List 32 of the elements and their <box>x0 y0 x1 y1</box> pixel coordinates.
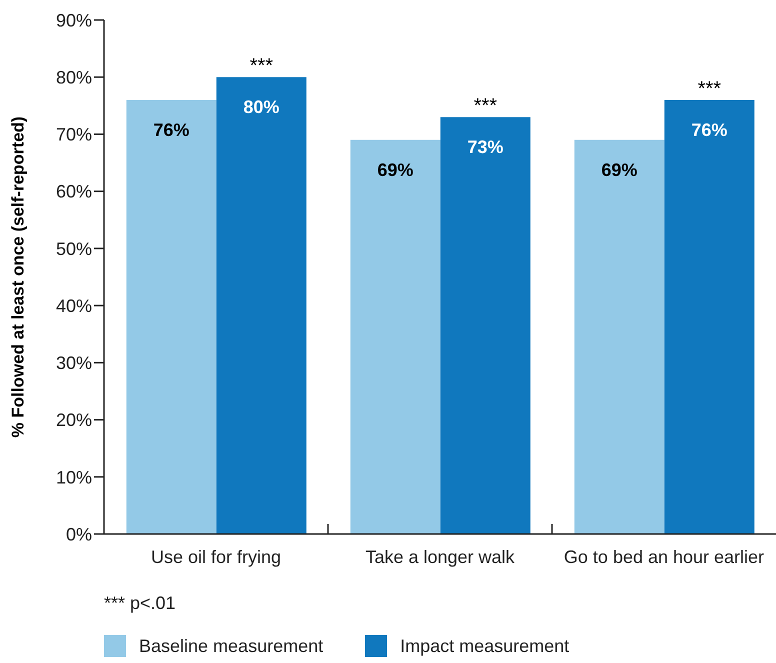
bar <box>574 140 664 534</box>
y-tick-label: 10% <box>56 467 92 488</box>
annotation: *** <box>250 55 274 78</box>
data-label: 76% <box>691 120 728 140</box>
y-tick-label: 50% <box>56 238 92 259</box>
y-tick-label: 60% <box>56 182 92 202</box>
annotation: *** <box>474 95 498 118</box>
data-label: 69% <box>377 160 414 180</box>
y-tick-label: 20% <box>56 410 92 430</box>
y-tick-label: 30% <box>56 353 92 374</box>
y-tick-label: 40% <box>56 296 92 316</box>
data-label: 80% <box>243 97 280 118</box>
y-axis-title: % Followed at least once (self-reported) <box>8 116 28 438</box>
legend-label: Baseline measurement <box>139 636 324 656</box>
data-label: 73% <box>467 137 504 158</box>
text: *** p<.01 <box>104 593 176 614</box>
bar <box>664 100 754 534</box>
x-tick-label: Go to bed an hour earlier <box>564 546 764 567</box>
x-tick-label: Use oil for frying <box>150 546 282 567</box>
x-tick-label: Take a longer walk <box>365 546 516 567</box>
data-label: 69% <box>601 160 638 180</box>
y-tick-label: 0% <box>66 524 92 544</box>
bar <box>350 140 440 534</box>
bar <box>126 100 216 534</box>
y-tick-label: 80% <box>56 68 92 88</box>
legend-label: Impact measurement <box>400 636 570 656</box>
data-label: 76% <box>153 120 190 140</box>
y-tick-label: 90% <box>56 10 92 30</box>
bar <box>440 117 530 534</box>
bar <box>216 77 306 534</box>
annotation: *** <box>698 78 722 100</box>
y-tick-label: 70% <box>56 124 92 145</box>
